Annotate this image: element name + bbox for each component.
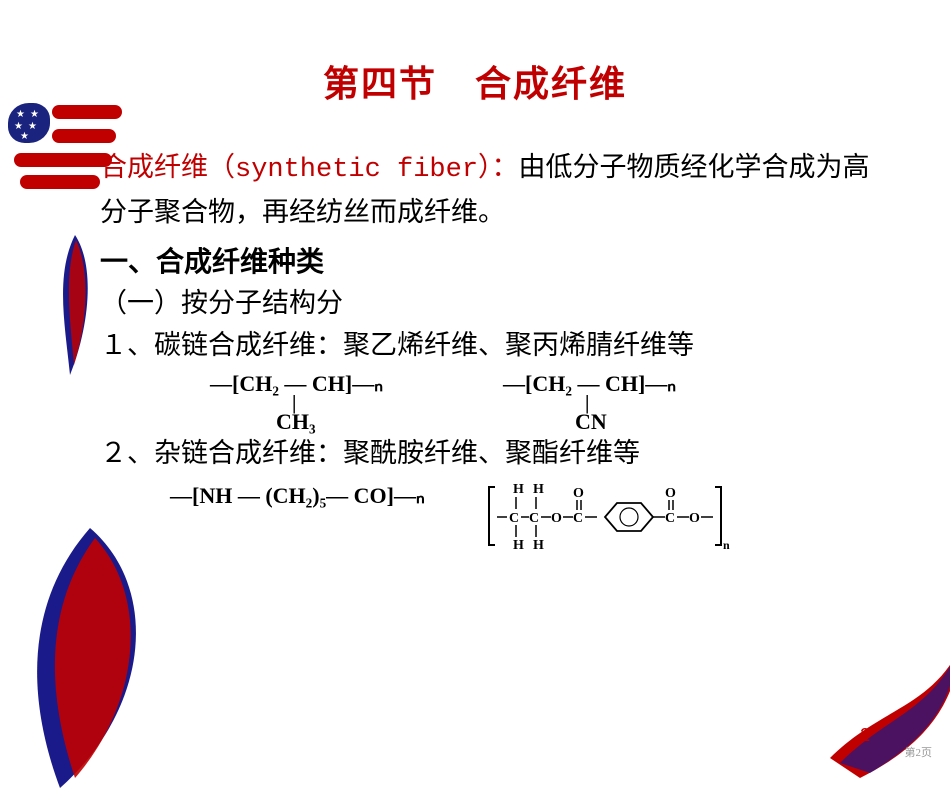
formula-polyester: HH C C HH O C O bbox=[485, 475, 785, 568]
definition-line: 合成纤维（synthetic fiber）：由低分子物质经化学合成为高分子聚合物… bbox=[100, 147, 880, 234]
term: 合成纤维（ bbox=[100, 152, 235, 182]
item-carbon-chain: １、碳链合成纤维：聚乙烯纤维、聚丙烯腈纤维等 bbox=[100, 325, 880, 367]
term-english: synthetic fiber bbox=[235, 155, 478, 185]
flag-decoration: ★ ★ ★ ★ ★ bbox=[8, 103, 118, 188]
svg-text:O: O bbox=[573, 486, 584, 501]
brush-stroke-icon bbox=[50, 235, 100, 375]
formula-row-1: —[CH₂ — CH]—ₙ | CH₃ —[CH₂ — CH]—ₙ | CN bbox=[210, 373, 880, 433]
svg-text:O: O bbox=[665, 486, 676, 501]
slide: ★ ★ ★ ★ ★ 第四节 合成纤维 合成纤维（synthetic fiber）… bbox=[0, 55, 950, 768]
formula-polyethylene: —[CH₂ — CH]—ₙ | CH₃ bbox=[210, 373, 383, 433]
svg-text:O: O bbox=[551, 511, 562, 526]
page-number: 2 bbox=[860, 725, 870, 746]
svg-text:C: C bbox=[509, 511, 519, 526]
svg-text:H: H bbox=[513, 538, 524, 553]
brush-stroke-icon bbox=[830, 648, 950, 778]
svg-text:C: C bbox=[529, 511, 539, 526]
subheading: （一）按分子结构分 bbox=[100, 283, 880, 325]
svg-text:H: H bbox=[513, 482, 524, 497]
formula-row-2: —[NH — (CH₂)₅— CO]—ₙ HH C C HH bbox=[100, 475, 880, 568]
svg-text:C: C bbox=[665, 511, 675, 526]
item-hetero-chain: ２、杂链合成纤维：聚酰胺纤维、聚酯纤维等 bbox=[100, 433, 880, 475]
slide-title: 第四节 合成纤维 bbox=[0, 55, 950, 107]
formula-nylon: —[NH — (CH₂)₅— CO]—ₙ bbox=[170, 479, 425, 513]
footer-note: 第2页 bbox=[905, 744, 933, 760]
svg-text:O: O bbox=[689, 511, 700, 526]
content-area: 合成纤维（synthetic fiber）：由低分子物质经化学合成为高分子聚合物… bbox=[100, 147, 880, 567]
svg-text:H: H bbox=[533, 482, 544, 497]
svg-text:C: C bbox=[573, 511, 583, 526]
svg-text:n: n bbox=[723, 538, 730, 552]
svg-text:H: H bbox=[533, 538, 544, 553]
formula-polyacrylonitrile: —[CH₂ — CH]—ₙ | CN bbox=[503, 373, 676, 433]
heading-types: 一、合成纤维种类 bbox=[100, 240, 880, 283]
term-close: ）： bbox=[478, 152, 519, 182]
